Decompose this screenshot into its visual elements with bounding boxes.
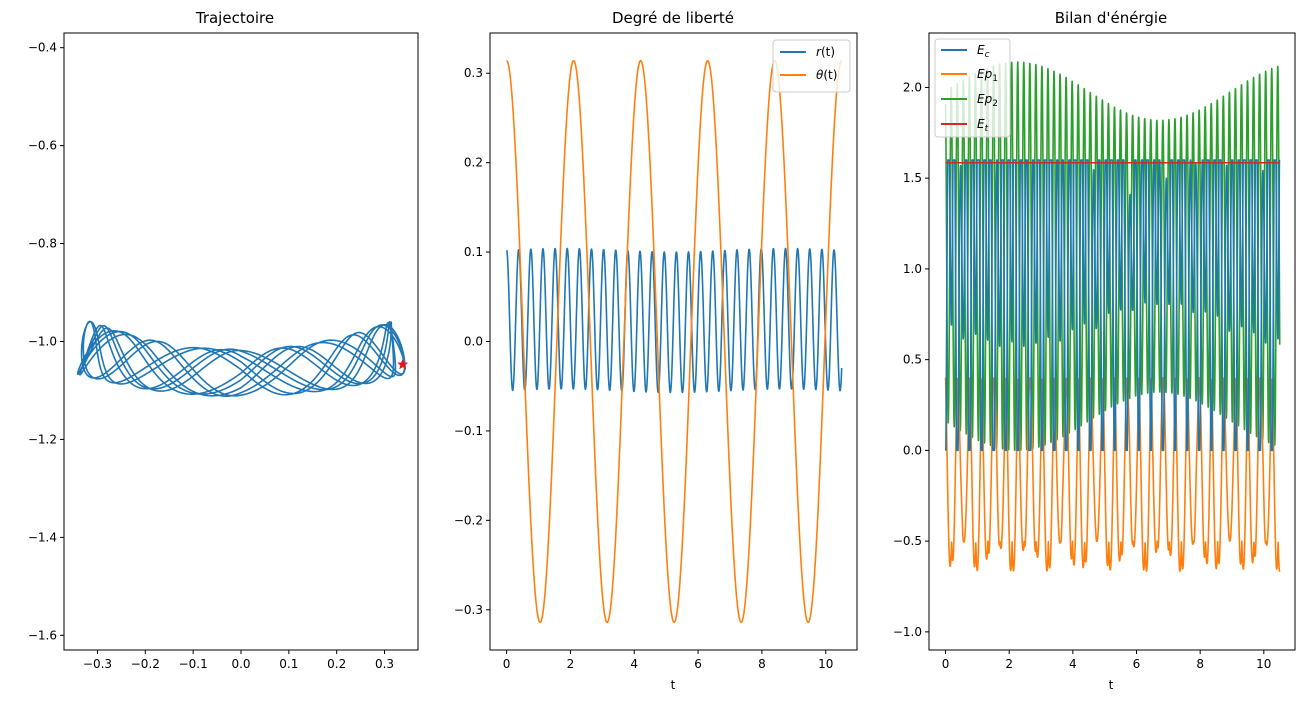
y-tick-label: 0.1 (464, 245, 483, 259)
legend-label-theta: θ(t) (816, 68, 837, 82)
legend-box (934, 38, 1011, 138)
x-tick-label: 4 (1069, 657, 1077, 671)
x-tick-label: 0 (942, 657, 950, 671)
subplot-bilan-energie: Bilan d'énérgie 0 2 4 6 8 10 2.0 1.5 1.0 0.5 0.0 −0… (893, 9, 1296, 692)
x-axis-label: t (1109, 678, 1114, 692)
x-tick-label: 0.3 (375, 657, 394, 671)
y-tick-label: −1.0 (28, 335, 57, 349)
legend: Ec Ep1 Ep2 Et (934, 38, 1011, 138)
y-tick-label: 2.0 (903, 80, 922, 94)
x-tick-label: −0.3 (83, 657, 112, 671)
subplot-degre-de-liberte: Degré de liberté 0 2 4 6 8 10 0.3 0.2 0.1 0.0 −0.1… (454, 9, 858, 692)
series-ec-line (944, 159, 1281, 452)
x-tick-label: 10 (818, 657, 833, 671)
y-tick-label: 0.0 (903, 443, 922, 457)
y-tick-label: −1.0 (893, 625, 922, 639)
legend: r(t) θ(t) (772, 39, 851, 93)
series-trajectory-line (76, 320, 406, 397)
subplot-trajectoire: Trajectoire −0.3 −0.2 −0.1 0.0 0.1 0.2 0.3 −0.4… (28, 9, 419, 671)
x-tick-label: 2 (567, 657, 575, 671)
plot-area (505, 59, 843, 624)
x-tick-label: 8 (758, 657, 766, 671)
x-tick-label: 0.0 (231, 657, 250, 671)
x-tick-label: 4 (630, 657, 638, 671)
y-tick-label: 0.2 (464, 156, 483, 170)
chart-title: Degré de liberté (612, 9, 734, 27)
y-tick-label: −0.6 (28, 139, 57, 153)
y-tick-label: 0.3 (464, 66, 483, 80)
x-tick-label: 10 (1256, 657, 1271, 671)
y-tick-label: −0.1 (454, 424, 483, 438)
axis-ticks: 0 2 4 6 8 10 0.3 0.2 0.1 0.0 −0.1 −0.2 −0.3 (454, 66, 834, 671)
y-tick-label: −0.2 (454, 513, 483, 527)
plot-area (944, 61, 1281, 572)
x-tick-label: 2 (1005, 657, 1013, 671)
x-axis-label: t (671, 678, 676, 692)
x-tick-label: 0 (503, 657, 511, 671)
plot-area (76, 320, 409, 397)
legend-box (772, 39, 851, 93)
legend-label-ec: Ec (977, 43, 990, 60)
axes-frame (928, 32, 1296, 651)
x-tick-label: 6 (1133, 657, 1141, 671)
axes-frame (63, 32, 419, 651)
y-tick-label: −0.8 (28, 237, 57, 251)
series-ep1-line (944, 376, 1281, 572)
y-tick-label: −0.4 (28, 41, 57, 55)
y-tick-label: 1.5 (903, 171, 922, 185)
x-tick-label: 0.2 (327, 657, 346, 671)
y-tick-label: 0.0 (464, 335, 483, 349)
chart-title: Trajectoire (195, 9, 274, 27)
y-tick-label: −0.5 (893, 534, 922, 548)
y-tick-label: −0.3 (454, 603, 483, 617)
series-theta-line (505, 59, 843, 624)
axes-frame (489, 32, 858, 651)
y-tick-label: −1.4 (28, 530, 57, 544)
end-marker (397, 358, 409, 370)
axis-ticks: 0 2 4 6 8 10 2.0 1.5 1.0 0.5 0.0 −0.5 −1.0 (893, 80, 1272, 671)
axis-ticks: −0.3 −0.2 −0.1 0.0 0.1 0.2 0.3 −0.4 −0.6 −0.8 −1.0… (28, 41, 394, 671)
legend-label-et: Et (977, 117, 989, 134)
y-tick-label: −1.2 (28, 432, 57, 446)
y-tick-label: −1.6 (28, 628, 57, 642)
y-tick-label: 1.0 (903, 262, 922, 276)
legend-label-ep1: Ep1 (977, 67, 998, 84)
x-tick-label: 0.1 (279, 657, 298, 671)
x-tick-label: −0.1 (179, 657, 208, 671)
chart-title: Bilan d'énérgie (1055, 9, 1168, 27)
legend-label-r: r(t) (816, 45, 835, 59)
x-tick-label: −0.2 (131, 657, 160, 671)
x-tick-label: 6 (694, 657, 702, 671)
series-r-line (505, 247, 843, 394)
legend-label-ep2: Ep2 (977, 92, 998, 109)
x-tick-label: 8 (1196, 657, 1204, 671)
y-tick-label: 0.5 (903, 353, 922, 367)
